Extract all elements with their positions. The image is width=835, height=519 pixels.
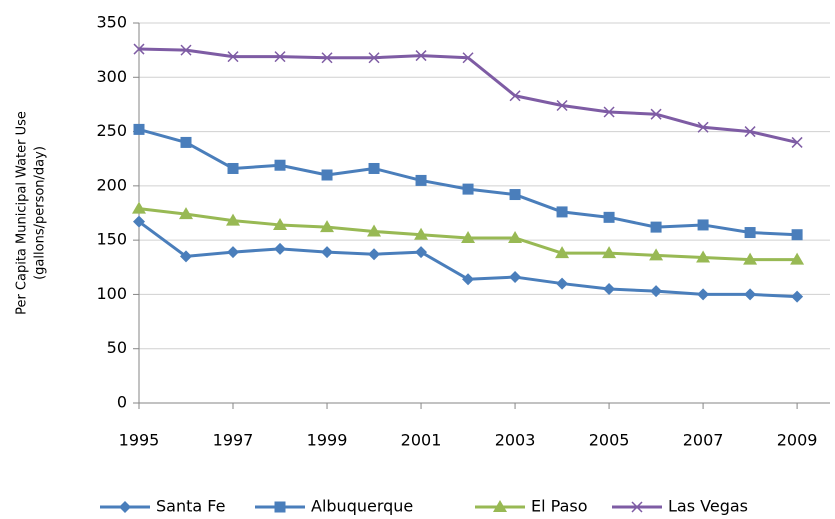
y-tick-label: 300 [96,67,127,86]
point-marker [555,246,570,259]
legend-label: El Paso [531,497,588,516]
point-marker [509,271,522,284]
x-tick-label: 1999 [307,431,348,450]
point-marker [696,250,711,263]
point-marker [274,159,286,171]
point-marker [321,52,333,64]
y-tick-label: 200 [96,175,127,194]
series-line [138,47,798,144]
point-marker [133,215,145,228]
point-marker [509,90,521,102]
point-marker [509,189,521,201]
point-marker [180,250,193,263]
series-line [138,127,798,237]
point-marker [508,230,523,243]
point-marker [133,43,145,55]
point-marker [697,219,709,231]
point-marker [226,213,241,226]
legend-label: Albuquerque [311,497,413,516]
point-marker [603,283,616,295]
y-tick-label: 350 [96,13,127,32]
point-marker [650,221,662,233]
point-marker [133,123,145,135]
legend-label: Santa Fe [156,497,225,516]
x-tick-label: 2005 [589,431,630,450]
point-marker [649,248,664,261]
point-marker [791,229,803,241]
point-marker [274,501,286,513]
point-marker [556,206,568,218]
point-marker [697,288,710,301]
point-marker [273,217,288,230]
point-marker [415,246,428,259]
point-marker [415,50,427,62]
point-marker [462,273,475,286]
x-tick-label: 2003 [495,431,536,450]
point-marker [179,207,194,220]
point-marker [368,248,381,261]
point-marker [556,99,568,112]
point-marker [462,183,474,195]
point-marker [367,224,382,237]
point-marker [227,246,240,259]
x-tick-label: 2007 [683,431,724,450]
point-marker [132,201,146,214]
point-marker [180,44,192,56]
point-marker [368,52,380,64]
point-marker [368,162,380,174]
point-marker [791,136,803,148]
point-marker [744,288,757,301]
legend-label: Las Vegas [668,497,748,516]
point-marker [227,162,239,174]
point-marker [631,501,643,513]
y-axis-title: Per Capita Municipal Water Use [15,111,30,315]
point-marker [414,227,429,240]
point-marker [603,211,615,223]
y-tick-label: 150 [96,230,127,249]
point-marker [744,126,756,138]
point-marker [743,252,758,265]
point-marker [603,106,615,118]
point-marker [697,121,709,133]
point-marker [321,246,334,259]
x-tick-label: 2009 [777,431,818,450]
y-tick-label: 100 [96,284,127,303]
point-marker [415,174,427,186]
x-tick-label: 1997 [213,431,254,450]
point-marker [274,242,287,255]
y-tick-label: 250 [96,121,127,140]
point-marker [320,220,335,233]
point-marker [180,136,192,148]
x-tick-label: 2001 [401,431,442,450]
y-tick-label: 0 [117,393,127,412]
point-marker [462,52,474,64]
x-tick-label: 1995 [119,431,160,450]
point-marker [602,246,617,259]
point-marker [791,290,804,303]
y-tick-label: 50 [107,338,127,357]
point-marker [650,285,663,298]
point-marker [650,108,662,120]
point-marker [744,227,756,239]
point-marker [274,51,286,63]
point-marker [493,500,507,512]
point-marker [790,252,805,265]
point-marker [227,51,239,63]
point-marker [461,230,476,243]
point-marker [556,277,569,290]
point-marker [119,501,131,513]
point-marker [321,169,333,181]
y-axis-title: (gallons/person/day) [33,146,48,280]
